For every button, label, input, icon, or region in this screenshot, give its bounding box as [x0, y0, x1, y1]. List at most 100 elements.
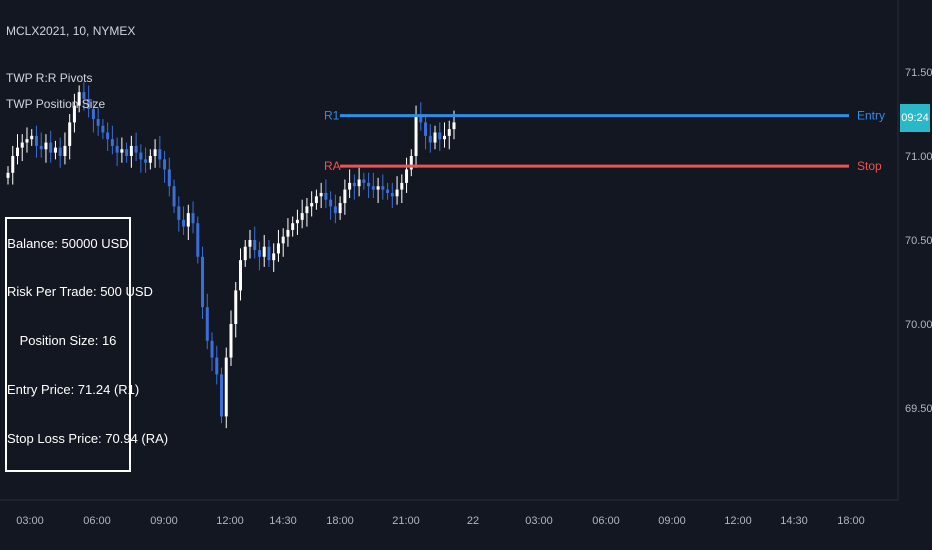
entry-price-text: Entry Price: 71.24 (R1): [7, 382, 140, 397]
last-price-badge: 09:24: [900, 104, 930, 132]
candle-body: [390, 192, 394, 197]
candle-body: [376, 186, 380, 190]
x-tick-label: 06:00: [83, 515, 111, 527]
candle-body: [167, 169, 171, 187]
candle-body: [186, 213, 190, 227]
x-tick-label: 18:00: [837, 515, 865, 527]
candle-body: [253, 240, 257, 251]
candle-body: [281, 236, 285, 244]
candle-body: [144, 159, 148, 163]
candle-body: [115, 145, 119, 153]
candle-body: [172, 186, 176, 207]
candle-body: [91, 108, 95, 120]
candle-body: [96, 119, 100, 126]
level-right-label: Stop: [857, 159, 882, 173]
y-tick-label: 69.50: [905, 403, 932, 415]
candle-body: [300, 213, 304, 220]
y-axis[interactable]: 71.50 71.00 70.50 70.00 69.50: [905, 67, 932, 415]
candle-body: [286, 229, 290, 237]
balance-text: Balance: 50000 USD: [7, 236, 129, 251]
candles-group: [6, 82, 456, 429]
x-tick-label: 12:00: [216, 515, 244, 527]
legend-indicator-position-size[interactable]: TWP Position Size: [6, 97, 106, 111]
position-size-text: Position Size: 16: [19, 333, 117, 348]
candle-body: [333, 206, 337, 214]
candle-body: [196, 223, 200, 257]
candle-body: [125, 149, 129, 156]
candle-body: [305, 206, 309, 214]
candle-body: [182, 219, 186, 227]
x-tick-label: 12:00: [724, 515, 752, 527]
x-axis[interactable]: 03:00 06:00 09:00 12:00 14:30 18:00 21:00 22 03:…: [16, 515, 865, 527]
stop-loss-price-text: Stop Loss Price: 70.94 (RA): [7, 431, 169, 446]
candle-body: [129, 145, 133, 156]
x-tick-label: 06:00: [592, 515, 620, 527]
y-tick-label: 70.00: [905, 319, 932, 331]
candle-body: [229, 324, 233, 358]
candle-body: [87, 98, 91, 109]
candle-body: [395, 189, 399, 197]
candle-body: [220, 374, 224, 417]
legend-indicator-pivots[interactable]: TWP R:R Pivots: [6, 71, 93, 85]
x-tick-label: 03:00: [525, 515, 553, 527]
candle-body: [447, 129, 451, 136]
candle-body: [352, 182, 356, 187]
candle-body: [329, 199, 333, 207]
candle-body: [163, 159, 167, 170]
candle-body: [20, 142, 24, 148]
x-tick-label: 09:00: [150, 515, 178, 527]
candle-body: [44, 142, 48, 150]
x-tick-label: 18:00: [326, 515, 354, 527]
candle-body: [6, 172, 10, 178]
candle-body: [433, 132, 437, 143]
candle-body: [248, 240, 252, 247]
candle-body: [367, 182, 371, 187]
candle-body: [11, 156, 15, 173]
risk-per-trade-text: Risk Per Trade: 500 USD: [7, 284, 153, 299]
candle-body: [25, 139, 29, 143]
candle-body: [409, 156, 413, 170]
candle-body: [215, 357, 219, 375]
candle-body: [34, 135, 38, 146]
candle-body: [15, 147, 19, 156]
candle-body: [234, 290, 238, 324]
legend-symbol[interactable]: MCLX2021, 10, NYMEX: [6, 24, 136, 38]
candle-body: [310, 203, 314, 207]
candle-body: [191, 213, 195, 224]
level-left-label: RA: [324, 159, 341, 173]
candle-body: [443, 135, 447, 140]
candle-body: [39, 145, 43, 150]
candle-body: [120, 149, 124, 153]
candle-body: [314, 196, 318, 204]
candle-body: [343, 189, 347, 204]
candle-body: [158, 149, 162, 160]
candle-body: [153, 149, 157, 156]
levels-group: R1 Entry RA Stop: [324, 109, 885, 173]
level-right-label: Entry: [857, 109, 885, 123]
candle-body: [224, 357, 228, 417]
x-tick-label: 03:00: [16, 515, 44, 527]
candle-body: [106, 132, 110, 140]
candle-body: [400, 182, 404, 190]
x-tick-label: 21:00: [392, 515, 420, 527]
candle-body: [243, 246, 247, 261]
candle-body: [210, 340, 214, 358]
candle-body: [205, 307, 209, 341]
candle-body: [348, 182, 352, 190]
y-tick-label: 71.00: [905, 151, 932, 163]
candle-body: [424, 122, 428, 136]
candle-body: [386, 189, 390, 193]
candle-body: [291, 223, 295, 230]
x-tick-label: 14:30: [269, 515, 297, 527]
candle-body: [419, 115, 423, 123]
candle-body: [428, 135, 432, 143]
candle-body: [72, 105, 76, 123]
candle-body: [101, 125, 105, 133]
candle-body: [452, 122, 456, 130]
candle-body: [262, 246, 266, 257]
candle-body: [139, 152, 143, 160]
x-tick-label: 14:30: [780, 515, 808, 527]
candle-body: [381, 186, 385, 190]
candle-body: [30, 135, 34, 140]
